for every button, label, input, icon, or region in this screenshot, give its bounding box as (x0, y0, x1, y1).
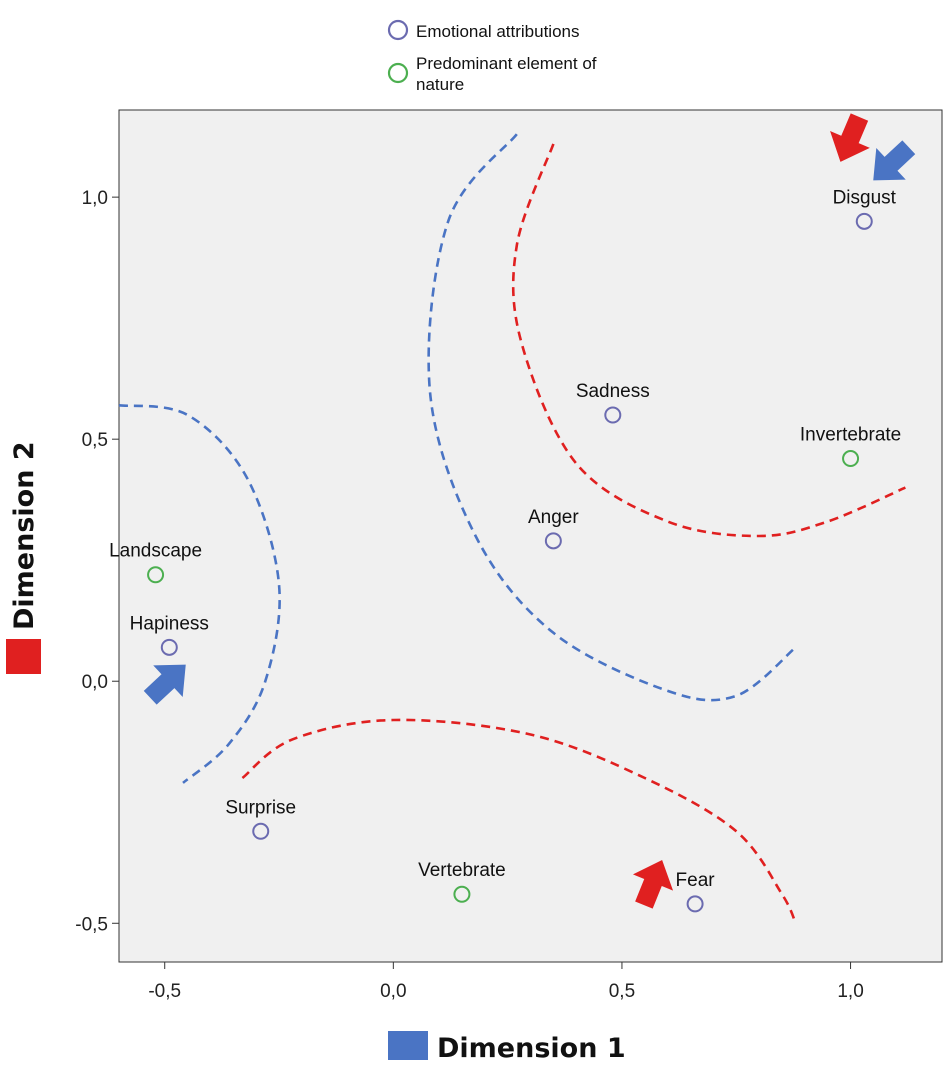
point-label-vertebrate: Vertebrate (418, 860, 506, 881)
x-tick-label: 0,0 (380, 981, 406, 1002)
x-tick-label: -0,5 (148, 981, 181, 1002)
dashed-curve-4 (241, 718, 797, 924)
dimension-2-swatch (6, 639, 41, 674)
point-landscape (147, 566, 165, 584)
point-sadness (604, 406, 622, 424)
dimension-1-swatch (388, 1031, 428, 1060)
x-axis-ticks: -0,5 0,0 0,5 1,0 (148, 962, 864, 1002)
legend-marker-nature (387, 62, 409, 84)
point-surprise (252, 822, 270, 840)
arrow-icon (632, 859, 674, 909)
point-invertebrate (842, 450, 860, 468)
legend: Emotional attributions Predominant eleme… (387, 19, 601, 94)
x-tick-label: 0,5 (609, 981, 635, 1002)
legend-label-emotional: Emotional attributions (416, 22, 579, 41)
point-label-sadness: Sadness (576, 381, 650, 402)
y-axis-label: Dimension 2 (9, 441, 40, 630)
point-disgust (855, 212, 873, 230)
dashed-curve-2 (511, 143, 906, 538)
point-label-surprise: Surprise (225, 797, 296, 818)
dashed-curve-1 (427, 133, 797, 702)
y-axis-ticks: -0,5 0,0 0,5 1,0 (75, 188, 119, 935)
x-axis-title: Dimension 1 (388, 1031, 626, 1064)
dashed-curves (118, 133, 906, 924)
point-label-landscape: Landscape (109, 541, 202, 562)
legend-label-nature-line1: Predominant element of (416, 54, 597, 73)
y-axis-title: Dimension 2 (6, 441, 41, 674)
legend-marker-emotional (387, 19, 409, 41)
x-axis-label: Dimension 1 (437, 1033, 626, 1064)
legend-label-nature: Predominant element of nature (416, 54, 601, 94)
plot-area (118, 109, 943, 963)
data-points: Disgust Sadness Anger Hapiness Surprise Fear I… (109, 187, 901, 913)
y-tick-label: 0,0 (82, 672, 108, 693)
point-label-invertebrate: Invertebrate (800, 425, 901, 446)
point-anger (544, 532, 562, 550)
y-tick-label: -0,5 (75, 914, 108, 935)
arrow-icon (143, 664, 186, 705)
point-label-disgust: Disgust (833, 187, 897, 208)
arrow-icon (830, 113, 870, 162)
legend-label-nature-line2: nature (416, 75, 464, 94)
x-tick-label: 1,0 (837, 981, 863, 1002)
point-vertebrate (453, 885, 471, 903)
y-tick-label: 0,5 (82, 430, 108, 451)
y-tick-label: 1,0 (82, 188, 108, 209)
arrow-annotations (143, 113, 916, 909)
point-fear (686, 895, 704, 913)
point-label-fear: Fear (676, 870, 716, 891)
dashed-curve-3 (118, 404, 281, 784)
arrow-icon (873, 140, 916, 181)
point-label-anger: Anger (528, 507, 579, 528)
point-hapiness (160, 638, 178, 656)
point-label-hapiness: Hapiness (130, 613, 209, 634)
